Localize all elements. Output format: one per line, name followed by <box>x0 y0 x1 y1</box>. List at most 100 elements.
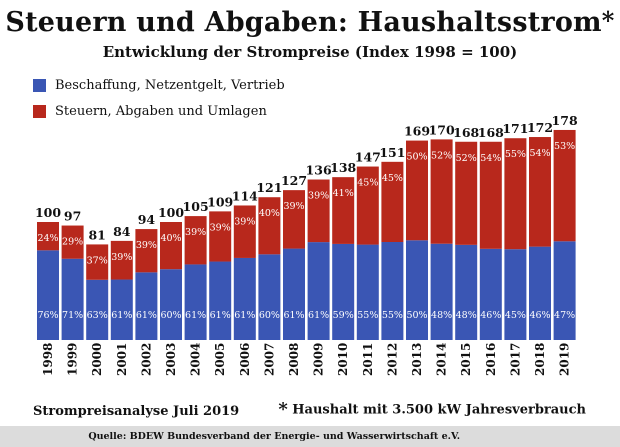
percent-label-steuern-2001: 39% <box>111 252 132 263</box>
year-label-2006: 2006 <box>238 343 252 376</box>
percent-label-steuern-2013: 50% <box>406 152 427 163</box>
bar-segment-steuern-2005 <box>209 211 232 262</box>
percent-label-beschaffung-2004: 61% <box>185 310 206 321</box>
bar-segment-steuern-2017 <box>504 138 527 250</box>
year-label-2000: 2000 <box>90 343 104 376</box>
percent-label-steuern-2002: 39% <box>136 240 157 251</box>
total-label-2003: 100 <box>158 205 184 220</box>
year-label-1998: 1998 <box>41 343 55 376</box>
total-label-2011: 147 <box>355 150 381 165</box>
percent-label-beschaffung-2001: 61% <box>111 310 132 321</box>
total-label-2013: 169 <box>404 124 430 139</box>
percent-label-beschaffung-2013: 50% <box>406 310 427 321</box>
total-label-2006: 114 <box>232 188 258 203</box>
percent-label-beschaffung-2009: 61% <box>308 310 329 321</box>
bar-segment-beschaffung-2015 <box>455 244 478 340</box>
legend-label-steuern: Steuern, Abgaben und Umlagen <box>55 104 267 119</box>
bar-segment-beschaffung-2013 <box>406 240 428 340</box>
total-label-2004: 105 <box>183 199 209 214</box>
percent-label-steuern-2012: 45% <box>382 173 403 184</box>
percent-label-steuern-2007: 40% <box>259 208 280 219</box>
footer-note-text: Haushalt mit 3.500 kW Jahresverbrauch <box>292 402 586 418</box>
year-label-2015: 2015 <box>459 343 473 376</box>
year-label-2011: 2011 <box>361 343 375 376</box>
percent-label-steuern-2015: 52% <box>456 153 477 164</box>
year-label-2016: 2016 <box>484 343 498 376</box>
bar-segment-steuern-2003 <box>160 222 182 270</box>
total-label-2015: 168 <box>453 125 479 140</box>
percent-label-steuern-2014: 52% <box>431 150 452 161</box>
total-label-1999: 97 <box>64 209 81 224</box>
total-label-2002: 94 <box>138 212 156 227</box>
percent-label-beschaffung-2017: 45% <box>505 310 526 321</box>
bar-segment-beschaffung-2018 <box>529 246 551 340</box>
percent-label-beschaffung-2010: 59% <box>333 310 354 321</box>
bar-segment-beschaffung-2010 <box>332 243 355 340</box>
percent-label-beschaffung-2019: 47% <box>554 310 575 321</box>
bar-segment-steuern-2008 <box>283 190 305 249</box>
year-label-2004: 2004 <box>189 343 203 376</box>
footer-asterisk: * <box>278 399 288 420</box>
total-label-2008: 127 <box>281 173 307 188</box>
percent-label-beschaffung-2002: 61% <box>136 310 157 321</box>
legend-label-beschaffung: Beschaffung, Netzentgelt, Vertrieb <box>55 78 285 93</box>
percent-label-beschaffung-2016: 46% <box>480 310 501 321</box>
percent-label-beschaffung-2007: 60% <box>259 310 280 321</box>
bar-segment-beschaffung-2002 <box>135 272 158 340</box>
total-label-2009: 136 <box>306 163 332 178</box>
total-label-2018: 172 <box>527 120 553 135</box>
bar-segment-beschaffung-2007 <box>258 254 281 340</box>
source-text: Quelle: BDEW Bundesverband der Energie- … <box>88 431 460 442</box>
footer-analysis-date: Strompreisanalyse Juli 2019 <box>33 404 240 419</box>
percent-label-beschaffung-2000: 63% <box>87 310 108 321</box>
percent-label-steuern-1999: 29% <box>62 237 83 248</box>
bar-segment-beschaffung-1998 <box>37 250 59 340</box>
year-label-2013: 2013 <box>410 343 424 376</box>
bar-segment-steuern-2006 <box>233 205 256 258</box>
bar-segment-beschaffung-2004 <box>184 264 207 340</box>
footer-note: * Haushalt mit 3.500 kW Jahresverbrauch <box>278 401 586 420</box>
source-bar: Quelle: BDEW Bundesverband der Energie- … <box>0 426 620 447</box>
percent-label-steuern-2016: 54% <box>480 153 501 164</box>
percent-label-beschaffung-2006: 61% <box>234 310 255 321</box>
year-label-2010: 2010 <box>336 343 350 376</box>
year-label-2018: 2018 <box>533 343 547 376</box>
percent-label-steuern-2008: 39% <box>283 201 304 212</box>
bar-segment-beschaffung-2006 <box>233 257 256 340</box>
bar-segment-steuern-2009 <box>307 179 330 243</box>
percent-label-steuern-2018: 54% <box>529 148 550 159</box>
percent-label-steuern-2003: 40% <box>160 233 181 244</box>
bar-segment-beschaffung-2012 <box>381 242 404 340</box>
total-label-2016: 168 <box>478 125 504 140</box>
legend-item-steuern: Steuern, Abgaben und Umlagen <box>33 103 285 120</box>
total-label-2012: 151 <box>379 145 405 160</box>
percent-label-steuern-2004: 39% <box>185 227 206 238</box>
year-label-1999: 1999 <box>66 343 80 376</box>
percent-label-steuern-2000: 37% <box>87 255 108 266</box>
legend-swatch-steuern <box>33 105 46 118</box>
bar-segment-beschaffung-2011 <box>356 244 379 340</box>
bar-segment-beschaffung-2008 <box>283 248 305 340</box>
percent-label-beschaffung-2018: 46% <box>529 310 550 321</box>
bar-segment-steuern-2015 <box>455 141 478 245</box>
year-label-2008: 2008 <box>287 343 301 376</box>
percent-label-steuern-1998: 24% <box>37 233 58 244</box>
bar-segment-steuern-2013 <box>406 140 428 241</box>
bar-segment-steuern-2016 <box>479 141 502 249</box>
bar-segment-steuern-2018 <box>529 137 551 247</box>
total-label-2017: 171 <box>502 121 528 136</box>
percent-label-steuern-2019: 53% <box>554 141 575 152</box>
percent-label-beschaffung-2008: 61% <box>283 310 304 321</box>
total-label-2010: 138 <box>330 160 356 175</box>
percent-label-steuern-2010: 41% <box>333 188 354 199</box>
percent-label-steuern-2017: 55% <box>505 149 526 160</box>
legend: Beschaffung, Netzentgelt, Vertrieb Steue… <box>33 77 285 129</box>
percent-label-beschaffung-2012: 55% <box>382 310 403 321</box>
bar-segment-beschaffung-2009 <box>307 242 330 340</box>
total-label-1998: 100 <box>35 205 61 220</box>
year-label-2012: 2012 <box>385 343 399 376</box>
bar-segment-steuern-1998 <box>37 222 59 251</box>
bar-segment-steuern-2014 <box>430 139 453 244</box>
legend-item-beschaffung: Beschaffung, Netzentgelt, Vertrieb <box>33 77 285 94</box>
